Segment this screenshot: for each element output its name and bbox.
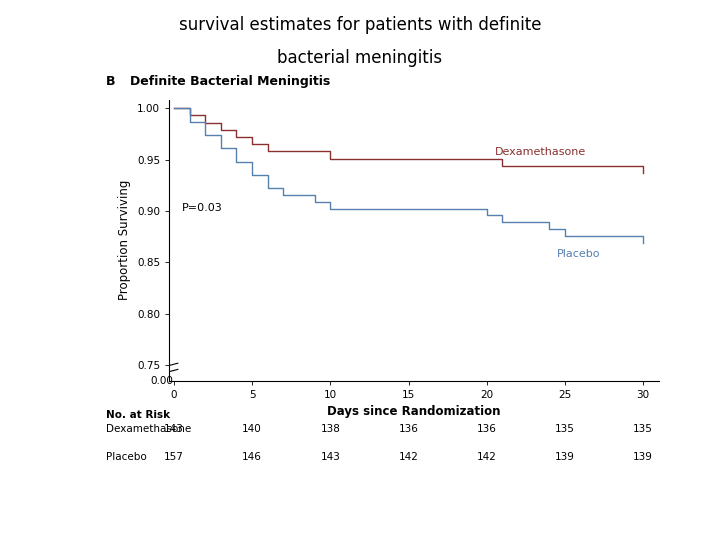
Text: 146: 146 [242,452,262,462]
Text: 142: 142 [399,452,418,462]
Text: 136: 136 [477,424,497,434]
Text: 135: 135 [555,424,575,434]
Text: Dexamethasone: Dexamethasone [106,424,191,434]
Text: Dexamethasone: Dexamethasone [495,147,586,157]
Text: Placebo: Placebo [106,452,146,462]
X-axis label: Days since Randomization: Days since Randomization [328,406,500,419]
Text: 142: 142 [477,452,497,462]
Text: Definite Bacterial Meningitis: Definite Bacterial Meningitis [130,75,330,87]
Text: B: B [106,75,115,87]
Text: Placebo: Placebo [557,249,600,259]
Text: 139: 139 [555,452,575,462]
Y-axis label: Proportion Surviving: Proportion Surviving [119,180,132,300]
Text: 138: 138 [320,424,341,434]
Text: 136: 136 [399,424,418,434]
Text: 0.00: 0.00 [151,376,174,386]
Text: 135: 135 [633,424,653,434]
Text: P=0.03: P=0.03 [181,203,222,213]
Text: No. at Risk: No. at Risk [106,410,170,420]
Text: 143: 143 [320,452,341,462]
Text: 143: 143 [164,424,184,434]
Text: bacterial meningitis: bacterial meningitis [277,49,443,66]
Text: 140: 140 [242,424,262,434]
Text: survival estimates for patients with definite: survival estimates for patients with def… [179,16,541,34]
Text: 157: 157 [164,452,184,462]
Text: 139: 139 [633,452,653,462]
